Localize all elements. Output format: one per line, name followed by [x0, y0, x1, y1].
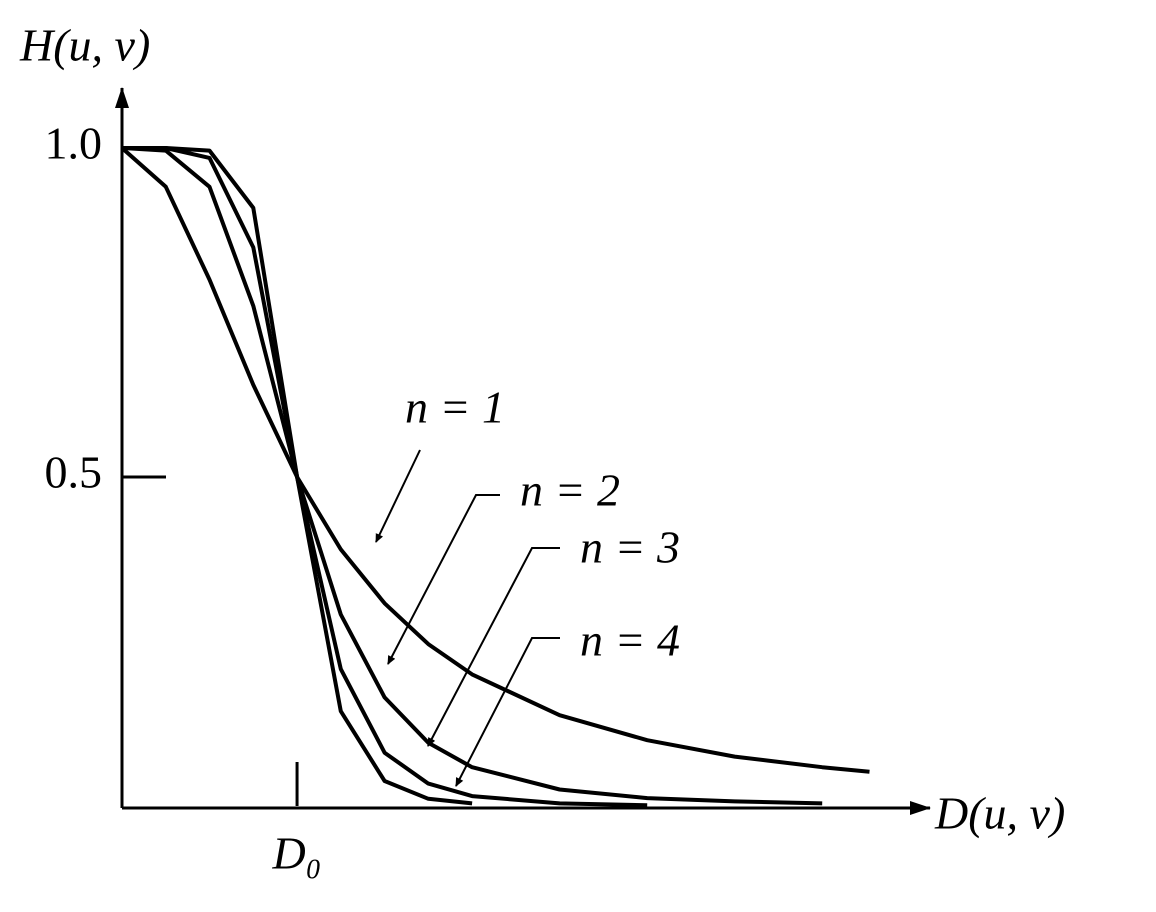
series-label: n = 2: [520, 465, 620, 516]
leader-arrow: [375, 449, 421, 543]
series-label: n = 3: [580, 522, 680, 573]
leader-arrow: [455, 637, 560, 787]
leader-arrow: [387, 494, 500, 665]
series-label: n = 1: [405, 382, 505, 433]
series-line: [122, 146, 473, 806]
series-label: n = 4: [580, 615, 680, 666]
series-line: [122, 146, 648, 808]
y-tick-label: 1.0: [45, 118, 103, 169]
x-tick-label: D₀: [271, 828, 321, 879]
y-axis-label: H(u, v): [19, 20, 150, 71]
series-line: [121, 146, 823, 806]
series-line: [120, 146, 870, 774]
x-axis-label: D(u, v): [934, 788, 1065, 839]
y-tick-label: 0.5: [45, 447, 103, 498]
leader-arrow: [427, 547, 560, 747]
